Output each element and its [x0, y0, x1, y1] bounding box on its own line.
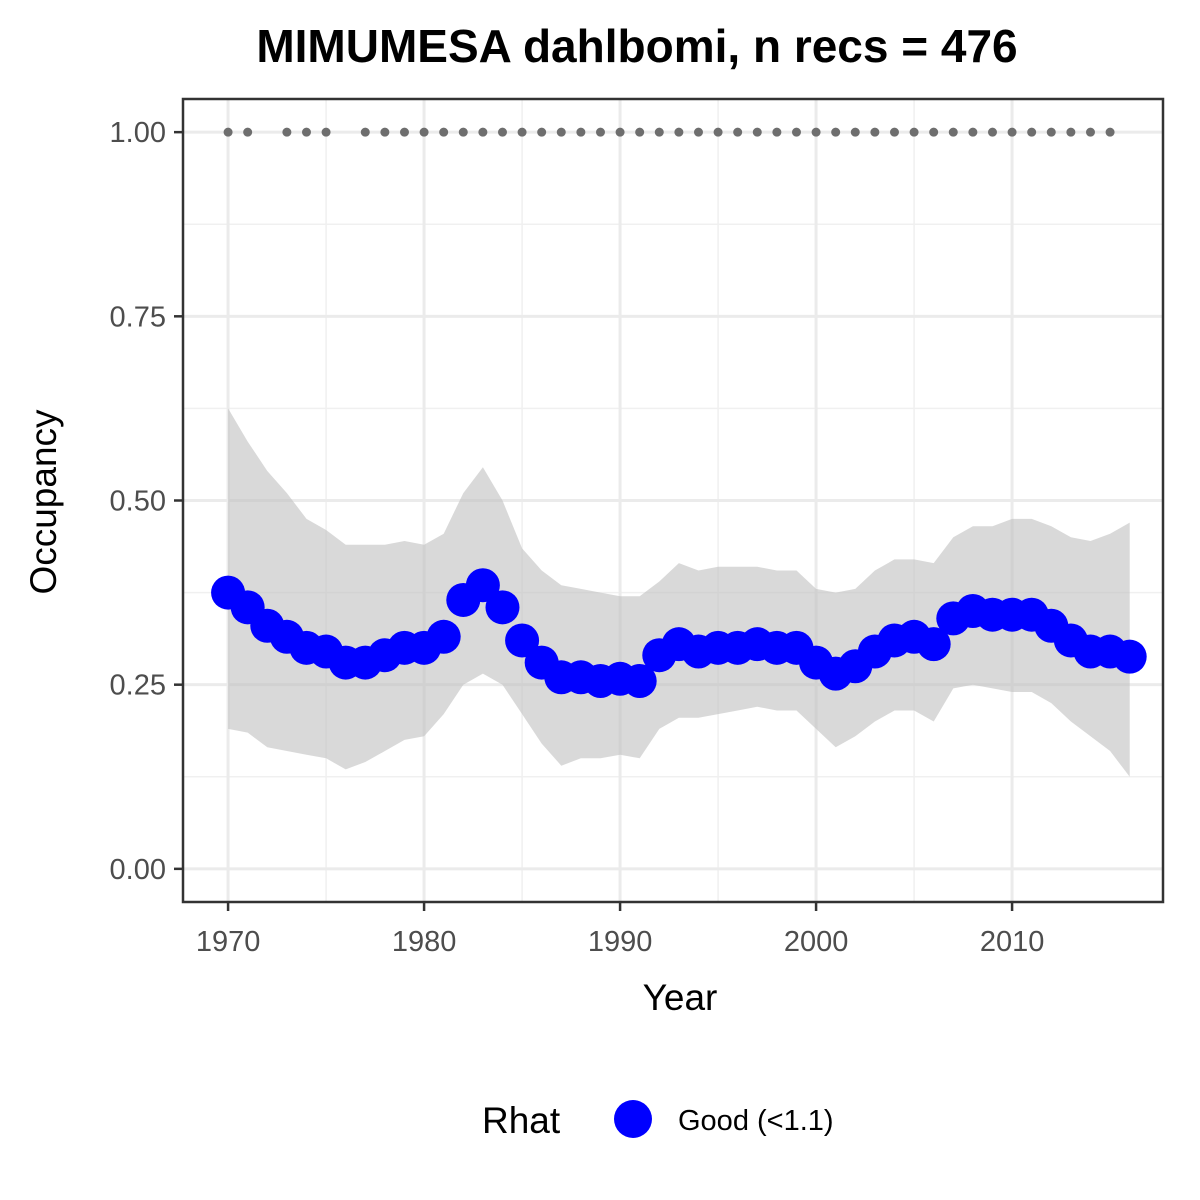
x-tick-label: 1970 [196, 926, 261, 958]
record-point [576, 127, 586, 137]
record-point [968, 127, 978, 137]
record-point [243, 127, 253, 137]
occupancy-point [485, 590, 520, 625]
record-point [654, 127, 664, 137]
record-point [909, 127, 919, 137]
y-axis-title: Occupancy [23, 409, 64, 595]
x-tick-label: 2000 [784, 926, 849, 958]
record-point [791, 127, 801, 137]
record-point [870, 127, 880, 137]
record-point [1046, 127, 1056, 137]
record-point [733, 127, 743, 137]
occupancy-point [465, 568, 500, 603]
record-point [1007, 127, 1017, 137]
occupancy-point [916, 627, 951, 662]
record-points [223, 127, 1115, 137]
x-axis: 1970 1980 1990 2000 2010 [196, 902, 1045, 958]
record-point [419, 127, 429, 137]
record-point [301, 127, 311, 137]
occupancy-series [211, 568, 1147, 698]
record-point [713, 127, 723, 137]
record-point [458, 127, 468, 137]
record-point [399, 127, 409, 137]
record-point [439, 127, 449, 137]
record-point [537, 127, 547, 137]
legend-label-good: Good (<1.1) [678, 1105, 834, 1137]
y-tick-label: 0.75 [110, 301, 166, 333]
occupancy-point [426, 619, 461, 654]
y-axis: 0.00 0.25 0.50 0.75 1.00 [110, 117, 183, 886]
record-point [889, 127, 899, 137]
record-point [831, 127, 841, 137]
legend-key-good [614, 1100, 652, 1138]
record-point [772, 127, 782, 137]
x-tick-label: 1980 [392, 926, 457, 958]
record-point [693, 127, 703, 137]
grid-major [183, 99, 1163, 902]
record-point [811, 127, 821, 137]
y-tick-label: 0.50 [110, 486, 166, 518]
legend: Rhat Good (<1.1) [482, 1100, 834, 1141]
record-point [635, 127, 645, 137]
record-point [1027, 127, 1037, 137]
y-tick-label: 0.25 [110, 670, 166, 702]
record-point [595, 127, 605, 137]
record-point [929, 127, 939, 137]
confidence-ribbon [228, 408, 1130, 777]
y-tick-label: 1.00 [110, 117, 166, 149]
record-point [987, 127, 997, 137]
occupancy-point [1112, 639, 1147, 674]
record-point [497, 127, 507, 137]
record-point [380, 127, 390, 137]
record-point [752, 127, 762, 137]
record-point [321, 127, 331, 137]
record-point [674, 127, 684, 137]
record-point [282, 127, 292, 137]
record-point [948, 127, 958, 137]
record-point [223, 127, 233, 137]
record-point [1105, 127, 1115, 137]
record-point [1066, 127, 1076, 137]
x-tick-label: 2010 [980, 926, 1045, 958]
record-point [1085, 127, 1095, 137]
y-tick-label: 0.00 [110, 854, 166, 886]
record-point [556, 127, 566, 137]
record-point [850, 127, 860, 137]
occupancy-point [622, 663, 657, 698]
record-point [478, 127, 488, 137]
x-tick-label: 1990 [588, 926, 653, 958]
x-axis-title: Year [643, 977, 718, 1018]
occupancy-point [505, 623, 540, 658]
record-point [615, 127, 625, 137]
record-point [517, 127, 527, 137]
chart-title: MIMUMESA dahlbomi, n recs = 476 [256, 20, 1017, 72]
legend-title: Rhat [482, 1100, 561, 1141]
record-point [360, 127, 370, 137]
